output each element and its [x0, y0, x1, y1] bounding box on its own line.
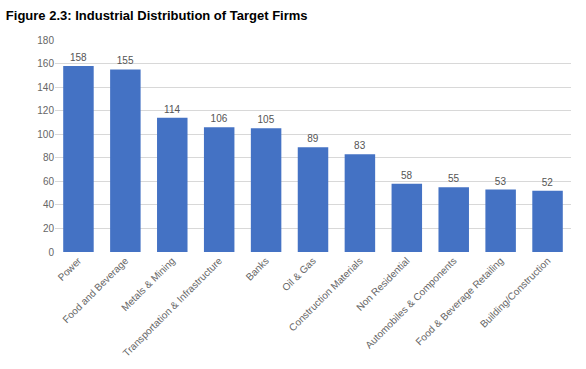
- svg-text:89: 89: [307, 133, 319, 144]
- svg-text:58: 58: [401, 170, 413, 181]
- svg-text:55: 55: [448, 173, 460, 184]
- svg-text:20: 20: [43, 223, 55, 234]
- svg-text:Power: Power: [56, 255, 84, 283]
- svg-text:Figure 2.3: Industrial Distrib: Figure 2.3: Industrial Distribution of T…: [6, 8, 308, 23]
- svg-text:53: 53: [495, 176, 507, 187]
- svg-text:120: 120: [37, 105, 54, 116]
- svg-text:155: 155: [117, 55, 134, 66]
- svg-text:83: 83: [354, 140, 366, 151]
- svg-text:60: 60: [43, 176, 55, 187]
- svg-text:114: 114: [164, 104, 180, 115]
- svg-text:180: 180: [37, 35, 54, 46]
- svg-text:Construction Materials: Construction Materials: [287, 255, 365, 333]
- svg-text:Food & Beverage Retailing: Food & Beverage Retailing: [413, 255, 505, 347]
- svg-text:106: 106: [211, 113, 228, 124]
- svg-text:Transportation & Infrastructur: Transportation & Infrastructure: [121, 255, 225, 359]
- svg-text:105: 105: [258, 114, 275, 125]
- svg-text:Food and Beverage: Food and Beverage: [60, 255, 130, 325]
- svg-text:100: 100: [37, 129, 54, 140]
- svg-text:Non Residential: Non Residential: [354, 255, 412, 313]
- svg-text:0: 0: [48, 247, 54, 258]
- svg-text:40: 40: [43, 199, 55, 210]
- svg-text:158: 158: [70, 52, 87, 63]
- svg-text:Metals & Mining: Metals & Mining: [119, 255, 177, 313]
- svg-text:Building/Construction: Building/Construction: [478, 255, 553, 330]
- svg-text:Banks: Banks: [244, 255, 271, 282]
- svg-text:Oil & Gas: Oil & Gas: [280, 255, 318, 293]
- svg-text:52: 52: [542, 177, 554, 188]
- svg-text:80: 80: [43, 152, 55, 163]
- svg-text:Automobiles & Components: Automobiles & Components: [363, 255, 458, 350]
- svg-text:140: 140: [37, 82, 54, 93]
- svg-text:160: 160: [37, 58, 54, 69]
